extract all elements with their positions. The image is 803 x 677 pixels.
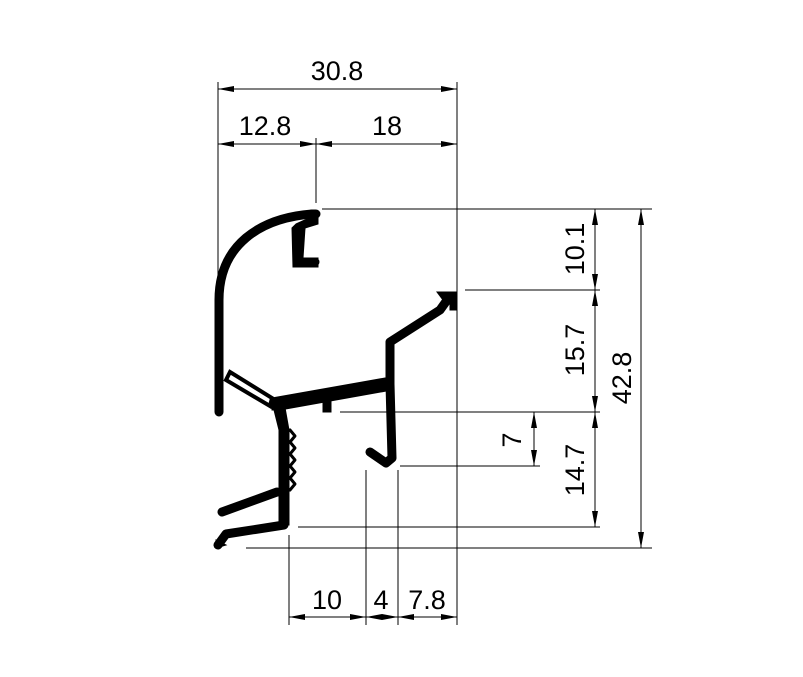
dim-bottom-mid: 4 bbox=[373, 585, 388, 615]
extension-lines bbox=[217, 82, 652, 625]
dim-top-left-width: 12.8 bbox=[239, 111, 292, 141]
dim-bottom-right: 7.8 bbox=[408, 585, 446, 615]
dim-inner-height: 7 bbox=[497, 432, 527, 447]
dimension-lines bbox=[218, 86, 644, 620]
dim-overall-height: 42.8 bbox=[607, 352, 637, 405]
dim-overall-width: 30.8 bbox=[311, 56, 364, 86]
aluminium-profile-section bbox=[213, 209, 458, 550]
dim-bottom-left: 10 bbox=[312, 585, 342, 615]
dim-right-mid-height: 15.7 bbox=[560, 324, 590, 377]
dim-right-bottom-height: 14.7 bbox=[560, 444, 590, 497]
dim-top-right-width: 18 bbox=[372, 111, 402, 141]
dim-right-top-height: 10.1 bbox=[560, 223, 590, 276]
dimension-labels: 30.8 12.8 18 10.1 15.7 14.7 42.8 7 10 4 … bbox=[239, 56, 637, 615]
